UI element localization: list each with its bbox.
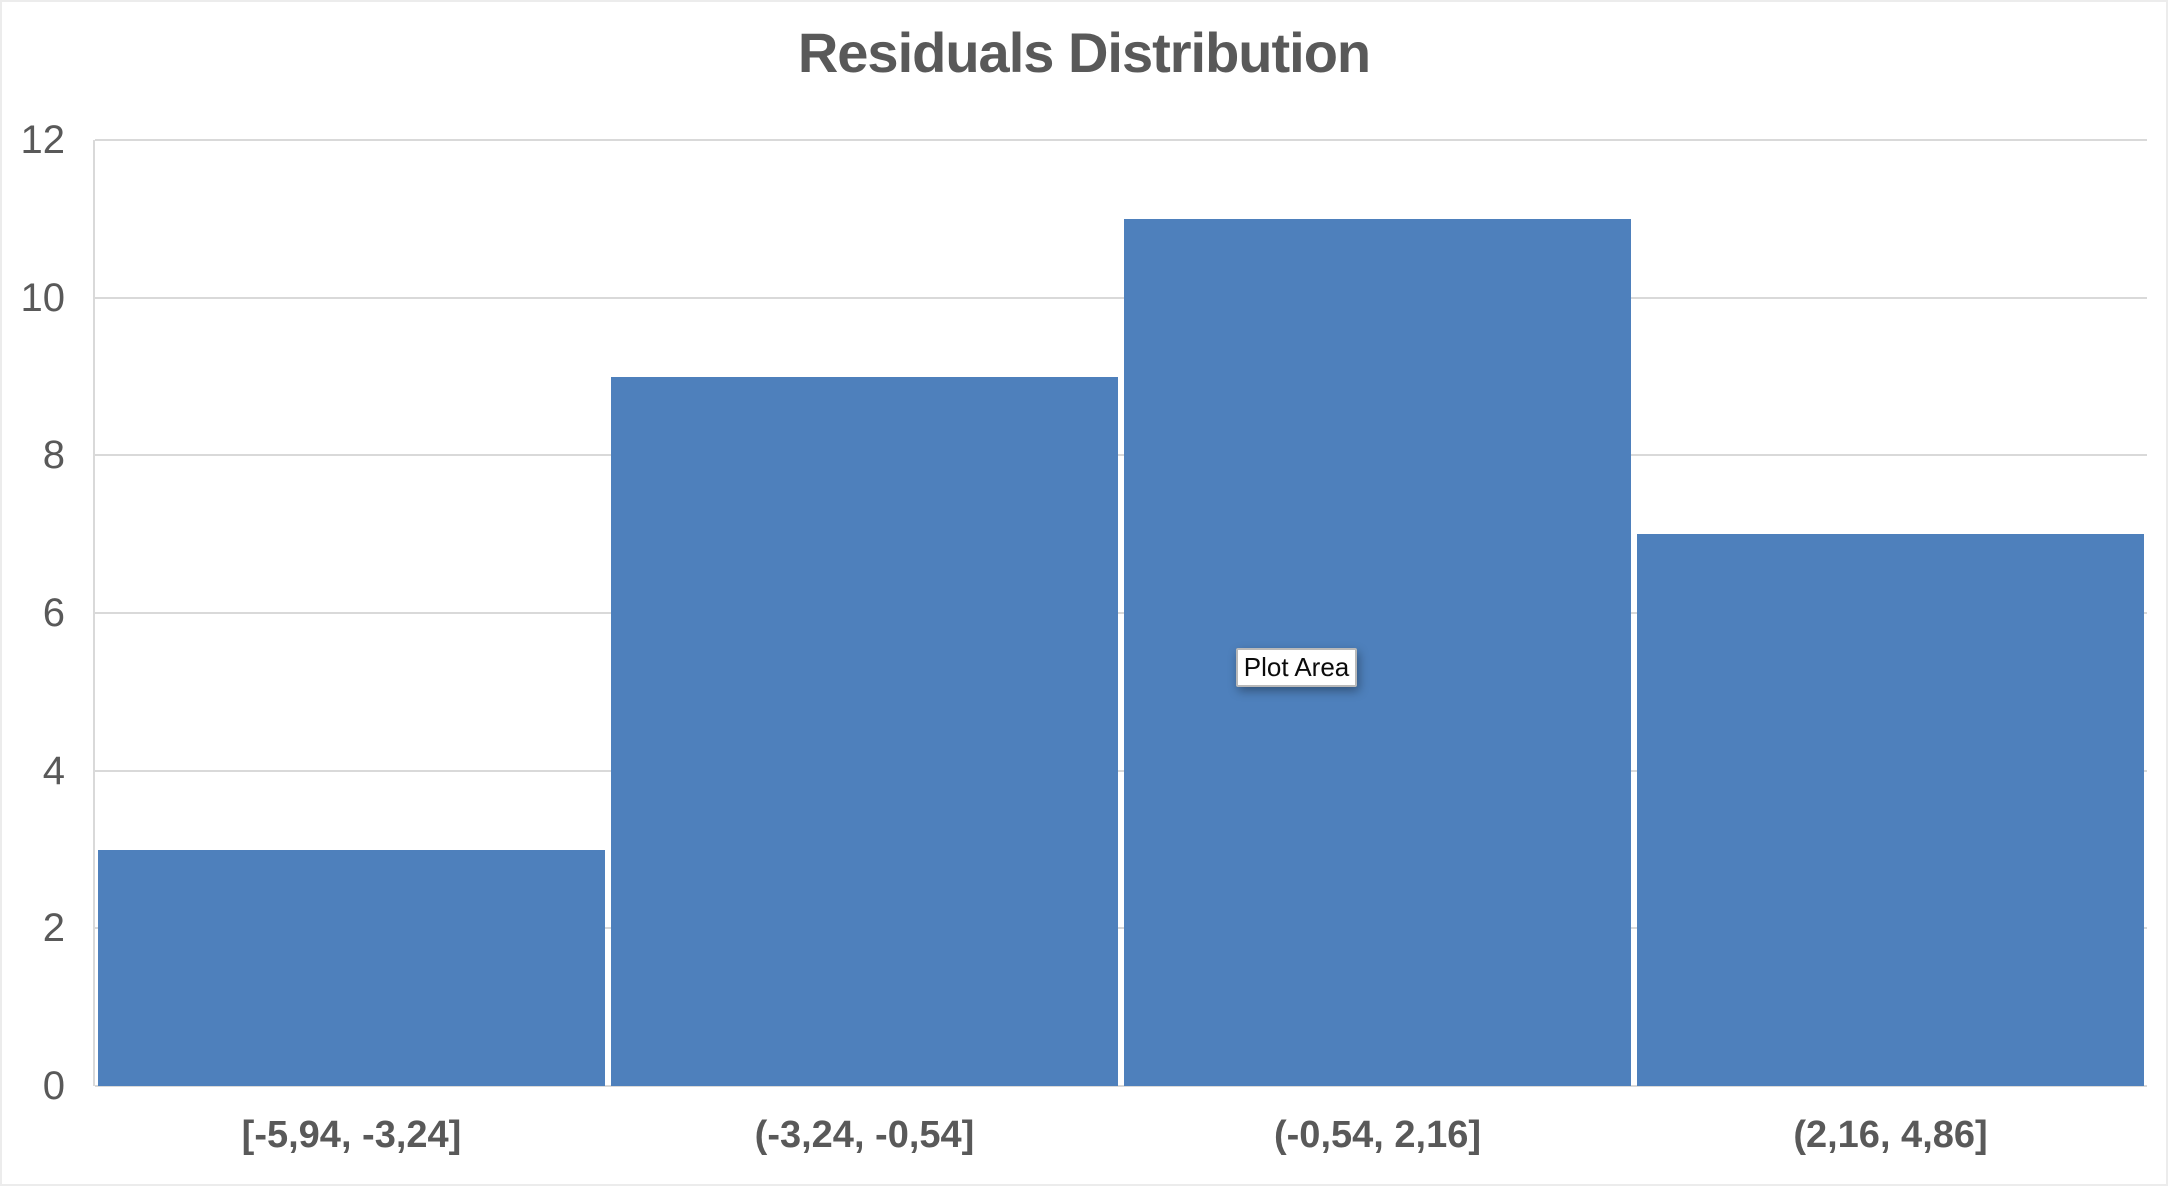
histogram-bar-4[interactable] xyxy=(1637,534,2144,1086)
histogram-bar-2[interactable] xyxy=(611,376,1118,1086)
plot-area[interactable] xyxy=(93,139,2147,1087)
x-axis-category-label-2: (-3,24, -0,54] xyxy=(754,1114,975,1156)
gridline-y-6 xyxy=(95,612,2147,614)
gridline-y-0 xyxy=(95,1085,2147,1087)
y-axis-line xyxy=(93,140,95,1086)
gridline-y-4 xyxy=(95,769,2147,772)
y-axis-tick-label-6: 6 xyxy=(42,591,65,635)
y-axis-tick-label-4: 4 xyxy=(42,748,65,793)
y-axis-tick-label-0: 0 xyxy=(42,1064,65,1108)
x-axis-category-label-4: (2,16, 4,86] xyxy=(1793,1114,1988,1156)
gridline-y-12 xyxy=(95,139,2147,141)
chart-title: Residuals Distribution xyxy=(797,21,1371,84)
gridline-y-2 xyxy=(95,927,2147,930)
x-axis-category-label-3: (-0,54, 2,16] xyxy=(1274,1114,1481,1156)
y-axis-tick-label-2: 2 xyxy=(42,906,65,951)
gridline-y-10 xyxy=(95,296,2147,299)
plot-area-tooltip: Plot Area xyxy=(1236,648,1357,687)
y-axis-tick-label-10: 10 xyxy=(20,275,66,320)
x-axis-category-label-1: [-5,94, -3,24] xyxy=(241,1114,462,1156)
histogram-bar-3[interactable] xyxy=(1124,218,1631,1086)
gridline-y-8 xyxy=(95,454,2147,457)
histogram-bar-1[interactable] xyxy=(98,849,605,1086)
y-axis-tick-label-12: 12 xyxy=(20,118,66,162)
y-axis-tick-label-8: 8 xyxy=(42,433,65,478)
